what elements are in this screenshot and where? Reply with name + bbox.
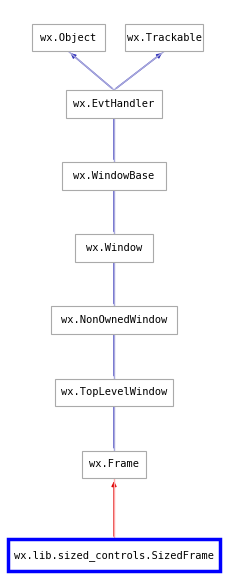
Text: wx.WindowBase: wx.WindowBase: [73, 171, 154, 181]
FancyBboxPatch shape: [32, 24, 104, 51]
FancyBboxPatch shape: [8, 539, 219, 571]
FancyBboxPatch shape: [66, 90, 161, 118]
FancyBboxPatch shape: [125, 24, 202, 51]
FancyBboxPatch shape: [82, 451, 145, 478]
Text: wx.Trackable: wx.Trackable: [126, 32, 201, 43]
Text: wx.EvtHandler: wx.EvtHandler: [73, 99, 154, 109]
FancyBboxPatch shape: [54, 379, 173, 406]
Text: wx.Window: wx.Window: [86, 243, 141, 253]
Text: wx.Object: wx.Object: [40, 32, 96, 43]
Text: wx.lib.sized_controls.SizedFrame: wx.lib.sized_controls.SizedFrame: [14, 550, 213, 560]
Text: wx.Frame: wx.Frame: [89, 459, 138, 470]
FancyBboxPatch shape: [75, 234, 152, 262]
FancyBboxPatch shape: [61, 162, 166, 190]
FancyBboxPatch shape: [51, 306, 176, 334]
Text: wx.TopLevelWindow: wx.TopLevelWindow: [61, 387, 166, 398]
Text: wx.NonOwnedWindow: wx.NonOwnedWindow: [61, 315, 166, 325]
